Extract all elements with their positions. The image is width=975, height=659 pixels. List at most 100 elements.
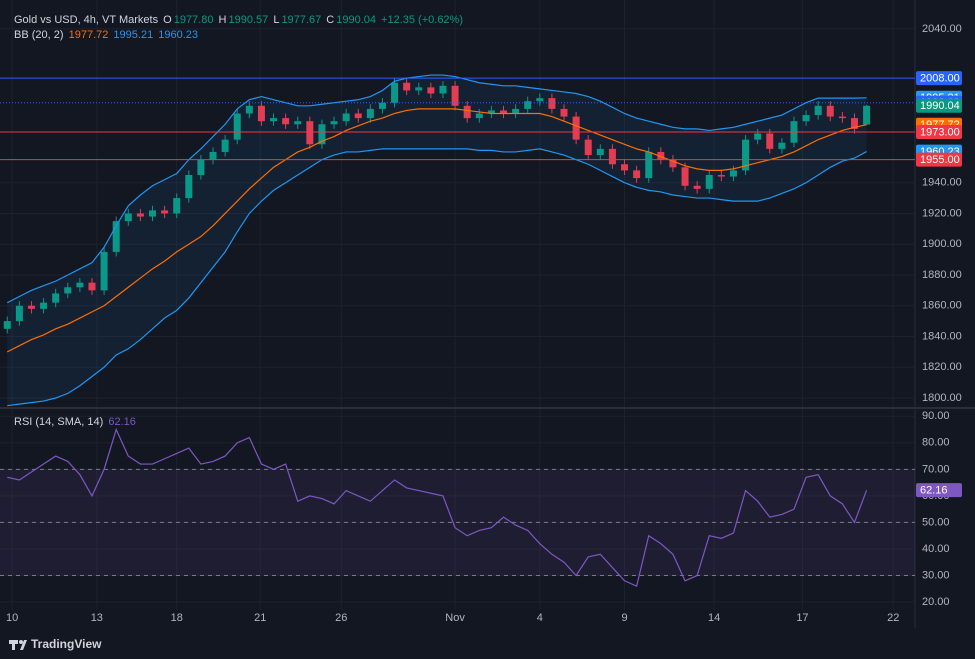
y-tick-label: 2040.00: [922, 23, 962, 35]
candle-body: [40, 302, 48, 309]
price-label-box: [916, 98, 962, 113]
x-tick-label: 10: [6, 612, 18, 624]
candle-body: [826, 105, 834, 117]
y-tick-label: 1800.00: [922, 392, 962, 404]
y-tick-label: 1840.00: [922, 330, 962, 342]
candle-body: [463, 105, 471, 119]
ohlc-value: 1977.80: [173, 14, 214, 26]
bb-basis: 1977.72: [68, 29, 109, 41]
candle-body: [354, 113, 362, 119]
candle-body: [112, 221, 120, 252]
candle-body: [306, 121, 314, 145]
candle-body: [451, 85, 459, 106]
price-label-box: [916, 124, 962, 139]
candle-body: [209, 151, 217, 160]
candle-body: [693, 185, 701, 189]
bb-lower: [7, 148, 867, 407]
candle-body: [233, 113, 241, 140]
candle-body: [330, 121, 338, 125]
candle-body: [378, 102, 386, 109]
x-tick-label: 17: [796, 612, 808, 624]
change: +12.35 (+0.62%): [381, 14, 463, 26]
price-label-box: [916, 483, 962, 498]
candle-body: [596, 148, 604, 156]
x-tick-label: 4: [537, 612, 543, 624]
candle-body: [645, 151, 653, 179]
candle-body: [27, 305, 35, 309]
candle-body: [729, 170, 737, 177]
ohlc-value: 1990.57: [228, 14, 269, 26]
candle-body: [257, 105, 265, 122]
candle-body: [633, 170, 641, 179]
x-tick-label: 18: [171, 612, 183, 624]
candle-body: [149, 210, 156, 217]
candle-body: [245, 105, 253, 114]
brand: TradingView: [31, 637, 102, 651]
candle-body: [439, 85, 447, 94]
band-fill: [7, 75, 867, 406]
ohlc-value: 1990.04: [336, 14, 376, 26]
price-label: 2008.00: [920, 73, 960, 85]
bb-basis: [6, 108, 867, 353]
x-tick-label: 21: [254, 612, 266, 624]
candle-body: [584, 139, 592, 156]
rsi-label: RSI (14, SMA, 14): [14, 416, 104, 428]
bb-lower: 1960.23: [158, 29, 199, 41]
candle-body: [572, 116, 580, 140]
x-tick-label: 26: [335, 612, 347, 624]
candle-body: [52, 293, 60, 303]
x-tick-label: 22: [887, 612, 899, 624]
candle-body: [342, 113, 350, 122]
candle-body: [802, 115, 810, 122]
y-tick-label: 30.00: [922, 569, 950, 581]
candle-body: [487, 110, 495, 114]
candle-body: [621, 164, 629, 171]
candle-body: [318, 124, 326, 145]
candle-body: [669, 159, 677, 168]
y-tick-label: 50.00: [922, 516, 950, 528]
candle-body: [173, 198, 181, 214]
bb-upper: [6, 74, 867, 304]
y-tick-label: 1940.00: [922, 177, 962, 189]
candle-body: [608, 148, 616, 165]
candle-body: [76, 282, 84, 288]
price-label: 1955.00: [920, 154, 960, 166]
bb-upper: 1995.21: [113, 29, 154, 41]
bb-label: BB (20, 2): [14, 29, 64, 41]
x-tick-label: 13: [91, 612, 103, 624]
candle-body: [717, 175, 725, 177]
x-tick-label: 9: [621, 612, 627, 624]
price-label-box: [916, 152, 962, 167]
ohlc-key: H: [218, 14, 227, 26]
price-label-box: [916, 71, 962, 86]
candle-body: [15, 305, 23, 322]
candle-body: [838, 116, 846, 119]
candle-body: [850, 118, 858, 129]
brand-logo: [9, 640, 27, 650]
y-tick-label: 1900.00: [922, 238, 962, 250]
y-tick-label: 70.00: [922, 463, 950, 475]
ohlc-key: L: [273, 14, 280, 26]
candle-body: [161, 210, 169, 214]
candle-body: [560, 108, 568, 117]
candle-body: [282, 118, 290, 125]
candle-body: [124, 213, 132, 222]
legend-main: Gold vs USD, 4h, VT Markets O 1977.80 H 19…: [14, 14, 465, 26]
price-label: 62.16: [920, 485, 948, 497]
candle-body: [270, 118, 278, 122]
candle-body: [88, 282, 96, 291]
candle-body: [136, 213, 144, 217]
y-tick-label: 1880.00: [922, 269, 962, 281]
symbol: Gold vs USD, 4h, VT Markets: [14, 14, 159, 26]
candle-body: [524, 101, 532, 109]
y-tick-label: 80.00: [922, 437, 950, 449]
ohlc-key: O: [163, 14, 172, 26]
x-tick-label: 14: [708, 612, 720, 624]
legend-rsi: RSI (14, SMA, 14) 62.16: [14, 416, 138, 428]
candle-body: [366, 108, 374, 119]
plot: [0, 74, 915, 587]
candle-body: [185, 175, 193, 199]
y-tick-label: 20.00: [922, 596, 950, 608]
